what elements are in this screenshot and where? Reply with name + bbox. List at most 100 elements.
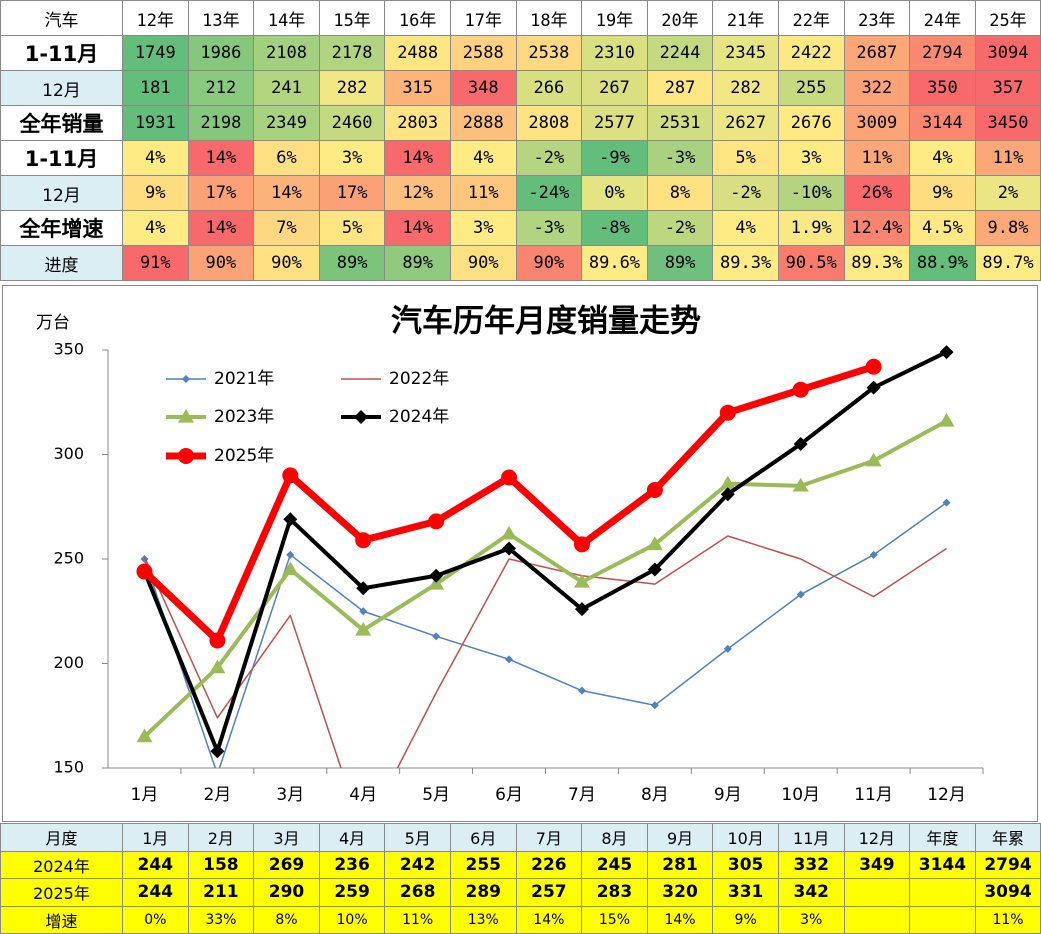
point (282, 467, 299, 484)
point (136, 563, 153, 580)
y-tick-label: 200 (53, 653, 84, 672)
value-cell: 1931 (122, 105, 189, 141)
value-cell: 1749 (122, 35, 189, 71)
value-cell: 226 (515, 850, 583, 879)
point (209, 659, 226, 674)
row-label: 12月 (0, 175, 123, 211)
x-tick-label: 11月 (854, 785, 893, 805)
value-cell: 212 (187, 70, 255, 106)
legend-label: 2022年 (389, 369, 449, 389)
header-cell: 14年 (253, 0, 320, 36)
point (719, 475, 736, 490)
value-cell: 3144 (909, 105, 976, 141)
row-label: 1-11月 (0, 140, 123, 176)
value-cell: 2577 (581, 105, 648, 141)
data-row: 进度 91% 90% 90% 89% 89% 90% 90% 89.6% 89% 89.3% 90.5… (0, 245, 1041, 281)
value-cell: 1986 (187, 35, 255, 71)
row-label: 进度 (0, 245, 123, 281)
value-cell: 5% (318, 210, 386, 246)
value-cell: 14% (187, 140, 255, 176)
value-cell: 255 (777, 70, 845, 106)
header-cell: 9月 (646, 823, 714, 852)
x-tick-label: 2月 (203, 785, 231, 805)
row-label: 增速 (0, 905, 123, 934)
header-cell: 20年 (646, 0, 714, 36)
series-line (142, 350, 948, 754)
value-cell: 4% (712, 210, 779, 246)
point (356, 581, 371, 596)
point (646, 482, 663, 499)
point (210, 744, 225, 759)
value-cell: 9% (122, 175, 189, 211)
value-cell: 2108 (253, 35, 320, 71)
value-cell: 244 (122, 878, 189, 907)
value-cell: 267 (581, 70, 648, 106)
x-tick-label: 8月 (641, 785, 669, 805)
value-cell: 90% (515, 245, 583, 281)
value-cell: 3094 (974, 35, 1041, 71)
value-cell: 3% (449, 210, 517, 246)
point (865, 452, 882, 467)
value-cell: 11% (384, 905, 451, 934)
value-cell: 3% (777, 140, 845, 176)
chart: 汽车历年月度销量走势 万台 150 200 250 300 350 1月 2月 3月 4月 5月 6… (36, 304, 984, 805)
point (647, 562, 662, 577)
header-cell: 24年 (909, 0, 976, 36)
value-cell: 4% (122, 210, 189, 246)
value-cell (843, 878, 911, 907)
value-cell: 10% (318, 905, 386, 934)
value-cell: 268 (384, 878, 451, 907)
point (720, 487, 735, 502)
value-cell: 259 (318, 878, 386, 907)
value-cell: 2676 (777, 105, 845, 141)
legend-marker (354, 410, 368, 424)
value-cell: 14% (646, 905, 714, 934)
header-cell: 5月 (384, 823, 451, 852)
point (502, 541, 517, 556)
value-cell: 290 (253, 878, 320, 907)
value-cell: 2345 (712, 35, 779, 71)
header-cell: 年度 (909, 823, 976, 852)
legend-label: 2024年 (389, 407, 449, 427)
header-cell: 17年 (449, 0, 517, 36)
y-tick-label: 350 (53, 340, 84, 359)
value-cell: 7% (253, 210, 320, 246)
header-cell: 16年 (384, 0, 451, 36)
point (213, 770, 221, 778)
value-cell: 241 (253, 70, 320, 106)
value-cell: 2349 (253, 105, 320, 141)
row-label: 全年增速 (0, 210, 123, 246)
value-cell: 350 (909, 70, 976, 106)
legend-marker (182, 375, 190, 383)
point (574, 602, 589, 617)
value-cell: 244 (122, 850, 189, 879)
value-cell: 91% (122, 245, 189, 281)
chart-title: 汽车历年月度销量走势 (391, 304, 701, 340)
point (865, 358, 882, 375)
value-cell: 266 (515, 70, 583, 106)
series-line (143, 419, 948, 739)
point (359, 607, 368, 616)
header-cell: 11月 (777, 823, 845, 852)
monthly-table: 月度 1月 2月 3月 4月 5月 6月 7月 8月 9月 10月 11月 12月 年度 年累 2024年 24… (0, 823, 1041, 934)
point (505, 655, 514, 664)
header-cell: 23年 (843, 0, 911, 36)
value-cell (909, 878, 976, 907)
value-cell: 320 (646, 878, 714, 907)
header-cell: 7月 (515, 823, 583, 852)
header-cell: 汽车 (0, 0, 123, 36)
point (428, 513, 445, 530)
y-tick-label: 150 (53, 758, 84, 777)
value-cell: 2178 (318, 35, 386, 71)
legend-label: 2025年 (214, 446, 274, 466)
point (796, 590, 805, 599)
value-cell: 89% (318, 245, 386, 281)
value-cell: 4% (909, 140, 976, 176)
point (719, 404, 736, 421)
legend-label: 2021年 (214, 369, 274, 389)
value-cell: 4% (449, 140, 517, 176)
value-cell: 348 (449, 70, 517, 106)
value-cell: 6% (253, 140, 320, 176)
value-cell: 90% (187, 245, 255, 281)
value-cell: 332 (777, 850, 845, 879)
